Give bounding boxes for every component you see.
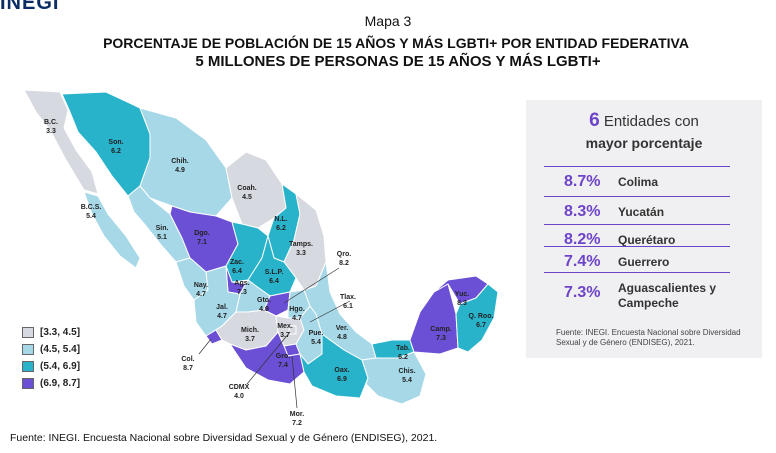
- state-label: CDMX 4.0: [229, 384, 250, 400]
- map-number: Mapa 3: [364, 13, 412, 29]
- ranking-row: 8.7% Colima: [544, 166, 730, 197]
- top-states-panel: 6 Entidades con mayor porcentaje 8.7% Col…: [526, 100, 762, 358]
- state-bcs: [83, 191, 141, 269]
- state-bc: [23, 89, 99, 195]
- state-labels: B.C. 3.3 Son. 6.2 Chih. 4.9 Coah. 4.5 B.C.S.…: [44, 119, 493, 427]
- footer-source: Fuente: INEGI. Encuesta Nacional sobre D…: [10, 432, 438, 444]
- legend-swatch: [22, 361, 34, 372]
- state-label: Gro. 7.4: [276, 353, 290, 369]
- inegi-logo: INEGI: [0, 0, 60, 14]
- panel-heading: 6 Entidades con: [589, 110, 699, 131]
- ranking-row: 8.3% Yucatán: [544, 196, 730, 225]
- legend-item: (6.9, 8.7]: [22, 375, 80, 392]
- state-label: Chis. 5.4: [398, 368, 415, 384]
- state-label: Ver. 4.8: [336, 325, 349, 341]
- state-label: Camp. 7.3: [430, 326, 451, 342]
- state-label: Tlax. 6.1: [340, 294, 356, 310]
- legend-swatch: [22, 378, 34, 389]
- panel-subheading: mayor porcentaje: [585, 135, 703, 151]
- state-camp: [409, 283, 459, 355]
- state-cdmx: [288, 325, 297, 335]
- state-label: Tamps. 3.3: [289, 241, 313, 257]
- state-label: Gto. 4.9: [257, 297, 271, 313]
- legend-item: (4.5, 5.4]: [22, 341, 80, 358]
- ranking-row: 7.4% Guerrero: [544, 246, 730, 273]
- ranking-row: 7.3% Aguascalientes y Campeche: [544, 272, 730, 313]
- state-label: Nay. 4.7: [194, 282, 208, 298]
- state-label: Hgo. 4.7: [289, 306, 305, 322]
- state-chis: [361, 351, 427, 405]
- legend-item: (5.4, 6.9]: [22, 358, 80, 375]
- state-qroo: [455, 283, 499, 353]
- state-label: Mex. 3.7: [277, 323, 293, 339]
- state-label: Ags. 7.3: [234, 280, 249, 296]
- state-label: Chih. 4.9: [171, 158, 189, 174]
- state-son: [61, 91, 151, 197]
- state-label: Yuc. 8.3: [455, 291, 469, 307]
- state-label: S.L.P. 6.4: [265, 269, 284, 285]
- state-label: Col. 8.7: [181, 356, 194, 372]
- state-label: Mor. 7.2: [290, 411, 304, 427]
- ranking-row: 8.2% Querétaro: [544, 224, 730, 253]
- legend-swatch: [22, 344, 34, 355]
- leader-lines: [198, 267, 351, 409]
- state-label: Dgo. 7.1: [194, 230, 210, 246]
- panel-source: Fuente: INEGI. Encuesta Nacional sobre D…: [556, 328, 741, 347]
- legend-swatch: [22, 327, 34, 338]
- state-qro: [263, 291, 291, 317]
- state-label: Tab. 6.2: [396, 345, 410, 361]
- state-oax: [299, 333, 369, 399]
- state-label: Coah. 4.5: [237, 185, 257, 201]
- state-label: Jal. 4.7: [216, 304, 228, 320]
- state-label: Son. 6.2: [108, 139, 123, 155]
- state-label: Zac. 6.4: [230, 259, 244, 275]
- state-label: Mich. 3.7: [241, 327, 259, 343]
- map-subtitle: 5 MILLONES DE PERSONAS DE 15 AÑOS Y MÁS …: [195, 53, 601, 70]
- map-title: PORCENTAJE DE POBLACIÓN DE 15 AÑOS Y MÁS…: [103, 35, 689, 51]
- state-label: Oax. 6.9: [334, 367, 349, 383]
- state-label: B.C.S. 5.4: [81, 204, 102, 220]
- state-label: Qro. 8.2: [337, 251, 351, 267]
- state-label: Sin. 5.1: [156, 225, 169, 241]
- state-label: N.L. 6.2: [274, 216, 287, 232]
- state-label: B.C. 3.3: [44, 119, 58, 135]
- map-legend: [3.3, 4.5] (4.5, 5.4] (5.4, 6.9] (6.9, 8…: [22, 324, 80, 392]
- state-label: Pue. 5.4: [309, 330, 324, 346]
- state-label: Q. Roo. 6.7: [469, 313, 494, 329]
- state-gro: [229, 331, 305, 385]
- legend-item: [3.3, 4.5]: [22, 324, 80, 341]
